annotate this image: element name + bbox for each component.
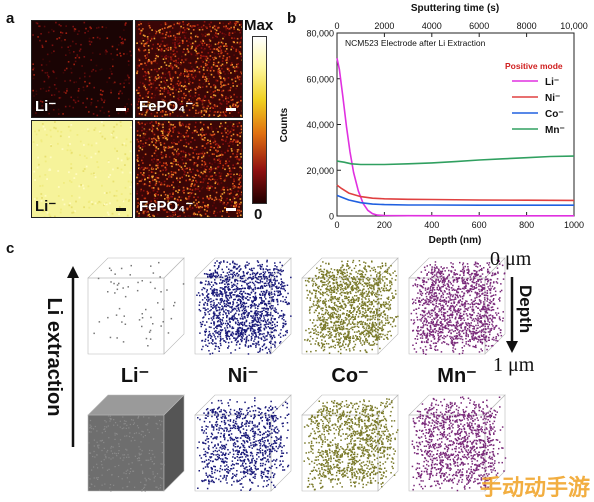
cube-co-top <box>302 258 399 354</box>
x-axis-title: Depth (nm) <box>429 235 482 246</box>
cube-label-li: Li⁻ <box>95 363 175 388</box>
series-line-0 <box>337 58 574 216</box>
y-tick-label: 60,000 <box>306 74 334 84</box>
colorbar <box>252 36 267 204</box>
y-tick-label: 40,000 <box>306 120 334 130</box>
cube-mn-top <box>409 258 505 355</box>
map-label: FePO₄⁻ <box>139 197 193 215</box>
x-tick-label: 400 <box>424 220 439 230</box>
cube-label-co: Co⁻ <box>310 363 390 388</box>
colorbar-min-label: 0 <box>254 206 262 223</box>
cube-label-mn: Mn⁻ <box>417 363 497 388</box>
cube-co-bottom <box>302 395 399 491</box>
y-axis-title: Counts <box>280 107 290 142</box>
scale-bar <box>226 208 236 211</box>
map-label: FePO₄⁻ <box>139 97 193 115</box>
depth-label: Depth <box>515 285 535 333</box>
top-tick-label: 10,000 <box>560 21 588 31</box>
x-tick-label: 600 <box>472 220 487 230</box>
chart-title: NCM523 Electrode after Li Extraction <box>345 38 486 48</box>
cube-ni-bottom <box>195 395 291 491</box>
top-tick-label: 2000 <box>374 21 394 31</box>
x-tick-label: 800 <box>519 220 534 230</box>
top-tick-label: 6000 <box>469 21 489 31</box>
x-tick-label: 0 <box>334 220 339 230</box>
scale-bar <box>116 108 126 111</box>
series-line-1 <box>337 185 574 200</box>
cube-li-top <box>88 258 184 354</box>
panel-a-letter: a <box>6 10 14 27</box>
scale-bar <box>226 108 236 111</box>
li-extraction-axis: Li extraction <box>30 262 86 452</box>
legend-title: Positive mode <box>505 61 563 71</box>
legend-label-3: Mn⁻ <box>545 125 565 136</box>
depth-top-label: 0 μm <box>490 248 531 271</box>
series-line-3 <box>337 156 574 164</box>
map-label: Li⁻ <box>35 97 56 115</box>
top-tick-label: 8000 <box>517 21 537 31</box>
top-tick-label: 0 <box>334 21 339 31</box>
y-tick-label: 0 <box>329 212 334 222</box>
top-tick-label: 4000 <box>422 21 442 31</box>
tof-map-fepo4-bottom: FePO₄⁻ <box>135 120 243 218</box>
x-tick-label: 1000 <box>564 220 584 230</box>
panel-c-letter: c <box>6 240 14 257</box>
cube-ni-top <box>195 258 292 355</box>
legend-label-2: Co⁻ <box>545 109 564 120</box>
watermark: 手动动手游 <box>480 470 590 502</box>
colorbar-max-label: Max <box>244 17 273 34</box>
x-tick-label: 200 <box>377 220 392 230</box>
scale-bar <box>116 208 126 211</box>
top-axis-title: Sputtering time (s) <box>411 3 499 14</box>
depth-bottom-label: 1 μm <box>493 354 534 377</box>
tof-map-fepo4-top: FePO₄⁻ <box>135 20 243 118</box>
cube-li-bottom <box>88 395 184 492</box>
arrow-up-icon <box>67 266 79 278</box>
legend-label-1: Ni⁻ <box>545 93 560 104</box>
legend-label-0: Li⁻ <box>545 77 559 88</box>
cube-label-ni: Ni⁻ <box>203 363 283 388</box>
arrow-down-icon <box>506 341 518 353</box>
tof-map-li-top: Li⁻ <box>31 20 133 118</box>
y-tick-label: 20,000 <box>306 166 334 176</box>
tof-map-li-bottom: Li⁻ <box>31 120 133 218</box>
li-extraction-label: Li extraction <box>43 298 65 417</box>
y-tick-label: 80,000 <box>306 29 334 39</box>
map-label: Li⁻ <box>35 197 56 215</box>
